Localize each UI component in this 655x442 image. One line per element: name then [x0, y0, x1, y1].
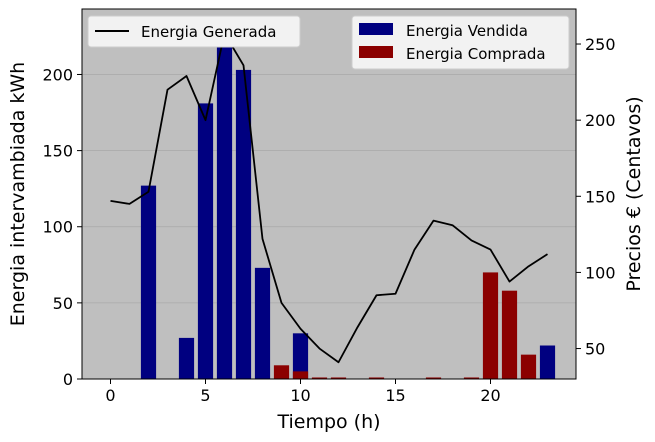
x-tick-label: 15 — [385, 386, 405, 405]
legend-swatch-comprada — [359, 46, 393, 58]
x-tick-label: 20 — [480, 386, 500, 405]
x-tick-label: 5 — [200, 386, 210, 405]
y-tick-label: 0 — [63, 370, 73, 389]
y2-axis-label: Precios € (Centavos) — [623, 96, 645, 291]
bar-energia-comprada — [273, 365, 290, 379]
bar-energia-vendida — [292, 333, 309, 379]
bar-energia-comprada — [292, 371, 309, 379]
y-tick-label: 150 — [42, 142, 73, 161]
legend-label-comprada: Energia Comprada — [406, 45, 546, 63]
lines — [110, 32, 548, 364]
bar-energia-comprada — [463, 377, 480, 379]
bar-energia-comprada — [501, 290, 518, 379]
y-axis-label: Energia intervambiada kWh — [7, 62, 29, 326]
legend-label-generada: Energia Generada — [141, 23, 276, 41]
bar-energia-vendida — [254, 267, 271, 379]
bar-energia-vendida — [197, 103, 214, 379]
legend-energia: Energia Vendida Energia Comprada — [351, 15, 570, 70]
bar-energia-comprada — [368, 377, 385, 379]
y2-tick-label: 250 — [585, 35, 616, 54]
bar-energia-vendida — [216, 31, 233, 379]
y2-tick-label: 100 — [585, 263, 616, 282]
bar-energia-comprada — [425, 377, 442, 379]
y2-tick-label: 50 — [585, 340, 605, 359]
y-tick-label: 100 — [42, 218, 73, 237]
bar-energia-vendida — [539, 345, 556, 379]
legend-generada: Energia Generada — [87, 15, 301, 48]
legend-swatch-vendida — [359, 23, 393, 35]
legend-label-vendida: Energia Vendida — [406, 22, 528, 40]
bar-energia-vendida — [178, 337, 195, 379]
legend-box — [87, 15, 301, 48]
bar-energia-comprada — [330, 377, 347, 379]
bar-energia-comprada — [520, 354, 537, 379]
x-tick-label: 10 — [290, 386, 310, 405]
bar-energia-vendida — [140, 185, 157, 379]
y-tick-label: 50 — [53, 294, 73, 313]
bar-energia-comprada — [311, 377, 328, 379]
legend-box — [351, 15, 570, 70]
line-energia-generada — [110, 32, 548, 364]
plot-frame — [81, 8, 577, 380]
y2-tick-label: 200 — [585, 111, 616, 130]
y2-tick-label: 150 — [585, 187, 616, 206]
x-axis-label: Tiempo (h) — [276, 411, 380, 433]
bars — [140, 31, 556, 380]
bar-energia-vendida — [235, 69, 252, 380]
x-tick-label: 0 — [105, 386, 115, 405]
bar-energia-comprada — [482, 272, 499, 379]
y-tick-label: 200 — [42, 65, 73, 84]
